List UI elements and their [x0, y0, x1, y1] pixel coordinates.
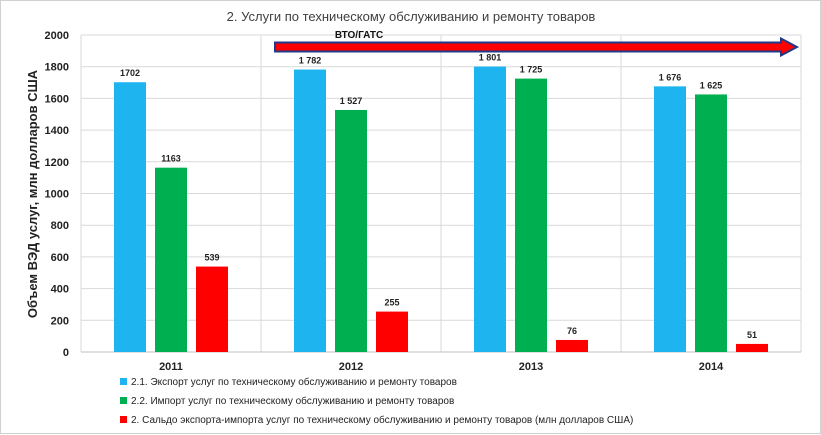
y-tick-label: 200: [51, 315, 69, 327]
x-tick-label: 2012: [339, 361, 363, 373]
bar: [335, 109, 367, 353]
bars: 1702 1163 539 2011 1 782 1 527 255 2012 1 801 1 7…: [114, 53, 768, 373]
bar: [114, 82, 146, 352]
y-tick-label: 1400: [45, 125, 69, 137]
legend-swatch: [120, 378, 127, 385]
y-tick-label: 800: [51, 220, 69, 232]
legend-entry: 2.2. Импорт услуг по техническому обслуж…: [131, 395, 454, 407]
bar: [695, 94, 727, 352]
data-label: 1702: [120, 68, 140, 78]
bar: [196, 266, 228, 352]
bar: [556, 339, 588, 352]
x-tick-label: 2011: [159, 361, 183, 373]
y-tick-label: 1800: [45, 62, 69, 74]
data-label: 1 676: [659, 72, 682, 82]
legend-swatch: [120, 397, 127, 404]
wto-arrow-label: ВТО/ГАТС: [335, 30, 383, 41]
bar: [294, 69, 326, 352]
y-tick-label: 600: [51, 252, 69, 264]
data-label: 539: [204, 253, 219, 263]
data-label: 1 625: [700, 80, 723, 90]
chart-title: 2. Услуги по техническому обслуживанию и…: [227, 9, 596, 24]
data-label: 76: [567, 326, 577, 336]
y-tick-label: 1600: [45, 93, 69, 105]
bar: [736, 343, 768, 352]
wto-arrow-annotation: ВТО/ГАТС: [274, 30, 800, 58]
legend-entry: 2. Сальдо экспорта-импорта услуг по техн…: [131, 414, 633, 426]
data-label: 1 782: [299, 56, 322, 66]
bar: [155, 167, 187, 352]
data-label: 255: [384, 298, 399, 308]
y-tick-label: 1000: [45, 189, 69, 201]
y-tick-label: 1200: [45, 157, 69, 169]
data-label: 1 527: [340, 96, 363, 106]
bar: [474, 66, 506, 352]
y-tick-label: 400: [51, 284, 69, 296]
legend-entry: 2.1. Экспорт услуг по техническому обслу…: [131, 376, 457, 388]
x-tick-label: 2014: [699, 361, 724, 373]
y-tick-label: 0: [63, 347, 69, 359]
bar: [376, 311, 408, 352]
y-tick-label: 2000: [45, 30, 69, 42]
data-label: 1 801: [479, 53, 502, 63]
legend: 2.1. Экспорт услуг по техническому обслу…: [120, 376, 633, 426]
wto-arrow: [274, 36, 800, 58]
x-tick-label: 2013: [519, 361, 543, 373]
bar: [654, 86, 686, 352]
y-axis-label: Объем ВЭД услуг, млн долларов США: [25, 69, 40, 318]
bar: [515, 78, 547, 353]
data-label: 51: [747, 330, 757, 340]
data-label: 1163: [161, 154, 181, 164]
data-label: 1 725: [520, 65, 543, 75]
legend-swatch: [120, 416, 127, 423]
